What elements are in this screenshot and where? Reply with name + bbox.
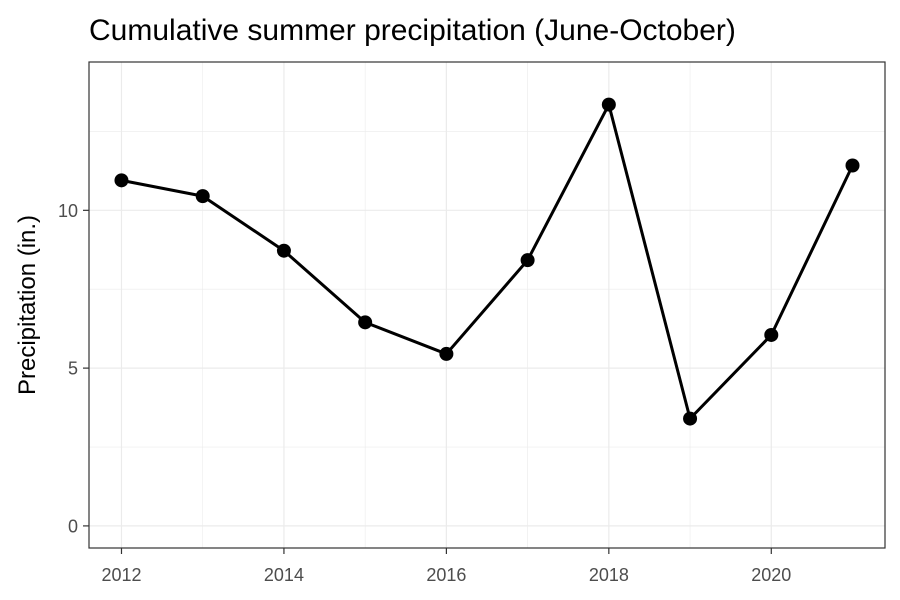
data-point bbox=[764, 327, 779, 342]
series-layer bbox=[114, 97, 860, 426]
y-tick-label: 10 bbox=[58, 201, 78, 221]
x-tick-label: 2018 bbox=[589, 565, 629, 585]
data-point bbox=[358, 315, 373, 330]
y-tick-label: 5 bbox=[68, 359, 78, 379]
y-axis-label: Precipitation (in.) bbox=[14, 215, 41, 395]
data-point bbox=[683, 411, 698, 426]
data-point bbox=[195, 189, 210, 204]
x-tick-label: 2016 bbox=[426, 565, 466, 585]
axes: 2012 2014 2016 2018 2020 0 5 10 bbox=[58, 201, 791, 585]
chart-title: Cumulative summer precipitation (June-Oc… bbox=[89, 14, 736, 47]
data-point bbox=[845, 158, 860, 173]
x-tick-label: 2020 bbox=[751, 565, 791, 585]
x-tick-label: 2012 bbox=[101, 565, 141, 585]
data-point bbox=[439, 346, 454, 361]
grid-major bbox=[89, 62, 885, 548]
x-tick-label: 2014 bbox=[264, 565, 304, 585]
series-line bbox=[121, 103, 854, 421]
data-point bbox=[114, 173, 129, 188]
grid-minor bbox=[89, 62, 885, 548]
data-point bbox=[520, 253, 535, 268]
data-point bbox=[276, 243, 291, 258]
panel-border bbox=[88, 61, 886, 549]
data-point bbox=[601, 97, 616, 112]
y-tick-label: 0 bbox=[68, 516, 78, 536]
